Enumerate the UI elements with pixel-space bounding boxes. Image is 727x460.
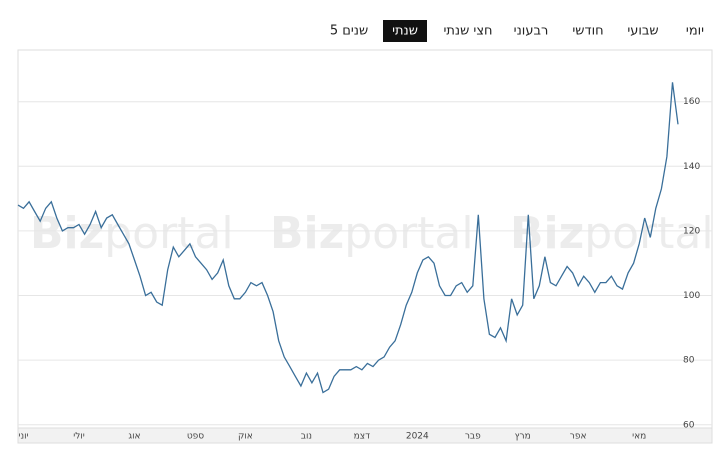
tab[interactable]: 5 שנים [330, 24, 368, 39]
tab[interactable]: יומי [686, 24, 704, 39]
tab-active-bg [383, 20, 427, 42]
x-tick-label: פבר [465, 432, 481, 442]
x-tick-label: דצמ [354, 432, 370, 442]
x-tick-label: אוק [238, 432, 253, 442]
x-tick-label: מאי [632, 432, 646, 442]
watermark: portal [344, 208, 473, 259]
watermark: portal [104, 208, 233, 259]
x-tick-label: מרץ [515, 432, 531, 442]
tab[interactable]: חודשי [572, 24, 603, 39]
tab[interactable]: רבעוני [514, 24, 549, 39]
y-tick-label: 60 [683, 420, 695, 430]
watermark: Biz [30, 208, 104, 259]
watermark: Biz [270, 208, 344, 259]
x-axis-band [17, 427, 713, 444]
x-tick-label: נוב [301, 432, 312, 442]
watermark: Biz [510, 208, 584, 259]
x-tick-label: יולי [73, 432, 85, 442]
tab[interactable]: שנתי [392, 24, 418, 39]
x-tick-label: אפר [570, 432, 587, 442]
tab[interactable]: חצי שנתי [443, 24, 492, 39]
y-tick-label: 100 [683, 291, 700, 301]
y-tick-label: 80 [683, 356, 695, 366]
price-line [17, 82, 679, 394]
x-tick-label: יוני [18, 432, 28, 442]
x-tick-label: ספט [187, 432, 204, 442]
y-tick-label: 140 [683, 162, 700, 172]
tab[interactable]: שבועי [627, 24, 658, 39]
x-tick-label: אוג [128, 432, 140, 442]
x-tick-label: 2024 [406, 432, 429, 442]
y-tick-label: 120 [683, 226, 700, 236]
y-tick-label: 160 [683, 97, 700, 107]
